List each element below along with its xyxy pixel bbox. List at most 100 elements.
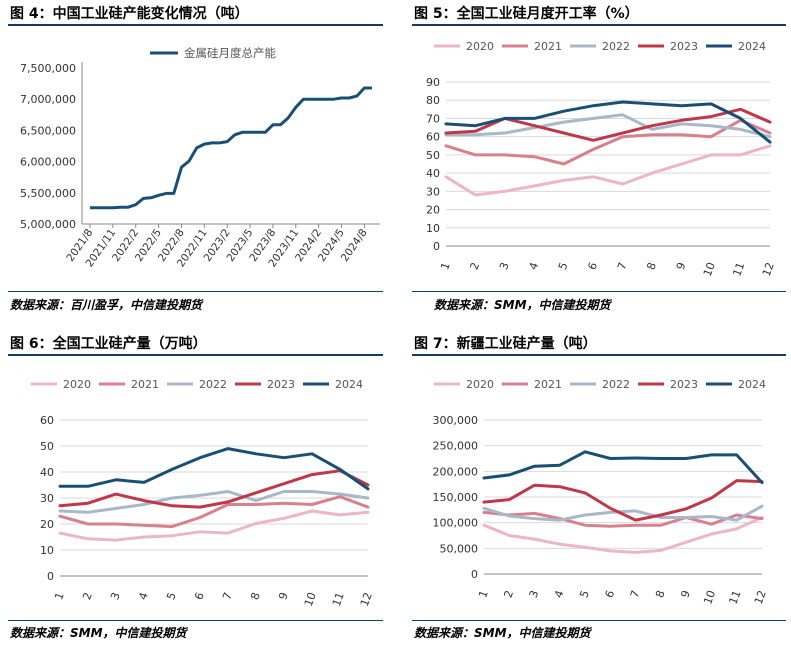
x-tick-label: 5 — [164, 591, 179, 602]
x-tick-label: 10 — [701, 261, 718, 279]
x-tick-label: 4 — [527, 261, 542, 272]
series-line-2020 — [444, 144, 772, 197]
y-tick-label: 50 — [40, 440, 54, 453]
legend-label-2020: 2020 — [466, 40, 494, 53]
legend-label-2020: 2020 — [466, 378, 494, 391]
legend-label-2024: 2024 — [738, 378, 766, 391]
x-tick-label: 11 — [330, 591, 347, 609]
y-tick-label: 40 — [426, 167, 440, 180]
x-tick-label: 4 — [552, 589, 567, 600]
y-tick-label: 150,000 — [433, 491, 479, 504]
y-tick-label: 50 — [426, 149, 440, 162]
panel-figure-6: 图 6：全国工业硅产量（万吨） 0 10 20 30 40 50 60 1 2 3 4 5 6 7 8 9 10… — [8, 330, 386, 645]
series-line-2024 — [482, 450, 764, 485]
y-tick-label: 100,000 — [433, 517, 479, 530]
x-tick-label: 4 — [136, 591, 151, 602]
x-tick-label: 12 — [752, 589, 769, 607]
x-tick-label: 2 — [468, 261, 483, 272]
legend-label-2021: 2021 — [534, 378, 562, 391]
y-tick-label: 20 — [426, 204, 440, 217]
x-tick-label: 8 — [653, 589, 668, 600]
series-line-capacity — [90, 86, 372, 210]
figure-7-source: 数据来源：SMM，中信建投期货 — [414, 626, 591, 640]
x-tick-label: 9 — [276, 591, 291, 602]
x-tick-label: 12 — [358, 591, 375, 609]
y-tick-label: 60 — [426, 131, 440, 144]
figure-4-bottom-rule — [8, 291, 383, 292]
y-tick-label: 0 — [47, 570, 54, 583]
y-tick-label: 40 — [40, 466, 54, 479]
y-tick-label: 250,000 — [433, 440, 479, 453]
figure-4-chart: 5,000,000 5,500,000 6,000,000 6,500,000 7,00… — [20, 46, 380, 269]
y-tick-label: 7,000,000 — [20, 93, 76, 106]
figure-7-top-rule — [412, 354, 786, 356]
legend-label-2024: 2024 — [738, 40, 766, 53]
legend-label-2022: 2022 — [602, 40, 630, 53]
y-tick-label: 30 — [426, 185, 440, 198]
x-tick-label: 1 — [438, 261, 453, 272]
x-tick-label: 3 — [527, 589, 542, 600]
legend-label-2023: 2023 — [670, 378, 698, 391]
x-tick-label: 8 — [644, 261, 659, 272]
series-line-2024 — [58, 447, 370, 491]
y-tick-label: 80 — [426, 94, 440, 107]
series-line-2020 — [58, 509, 370, 542]
y-tick-label: 60 — [40, 414, 54, 427]
x-tick-label: 9 — [674, 261, 689, 272]
y-tick-label: 10 — [426, 222, 440, 235]
x-tick-label: 8 — [248, 591, 263, 602]
x-tick-label: 6 — [603, 589, 618, 600]
figure-5-bottom-rule — [412, 291, 786, 292]
y-tick-label: 7,500,000 — [20, 62, 76, 75]
figure-5-source: 数据来源：SMM，中信建投期货 — [434, 298, 611, 312]
series-line-2022 — [58, 490, 370, 514]
series-line-2023 — [58, 469, 370, 509]
legend-label-2021: 2021 — [534, 40, 562, 53]
series-line-2021 — [482, 510, 764, 528]
figure-7-chart: 0 50,000 100,000 150,000 200,000 250,000 300,0… — [433, 378, 769, 607]
y-tick-label: 0 — [433, 240, 440, 253]
x-tick-label: 11 — [730, 261, 747, 279]
legend-label-2024: 2024 — [335, 378, 363, 391]
panel-figure-5: 图 5：全国工业硅月度开工率（%） 0 10 20 30 40 50 60 70 80 90 1 2 3… — [412, 0, 788, 320]
x-tick-label: 10 — [701, 589, 718, 607]
y-tick-label: 5,500,000 — [20, 187, 76, 200]
y-tick-label: 70 — [426, 112, 440, 125]
y-tick-label: 50,000 — [440, 542, 479, 555]
legend-label-capacity: 金属硅月度总产能 — [184, 46, 276, 60]
x-tick-label: 6 — [585, 261, 600, 272]
series-line-2022 — [482, 504, 764, 522]
legend-label-2023: 2023 — [267, 378, 295, 391]
series-line-2023 — [482, 479, 764, 522]
figure-5-top-rule — [412, 24, 786, 26]
figure-7-bottom-rule — [412, 620, 786, 621]
panel-figure-4: 图 4：中国工业硅产能变化情况（吨） 5,000,000 5,500,000 6,0… — [8, 0, 386, 320]
y-tick-label: 6,000,000 — [20, 156, 76, 169]
series-line-2020 — [482, 516, 764, 554]
panel-figure-7: 图 7：新疆工业硅产量（吨） 0 50,000 100,000 150,000 200,… — [412, 330, 788, 645]
series-line-2023 — [444, 107, 772, 142]
figure-5-title: 图 5：全国工业硅月度开工率（%） — [414, 6, 639, 22]
legend-label-2022: 2022 — [602, 378, 630, 391]
figure-7-title: 图 7：新疆工业硅产量（吨） — [414, 336, 597, 352]
y-tick-label: 5,000,000 — [20, 218, 76, 231]
y-tick-label: 300,000 — [433, 414, 479, 427]
figure-4-title: 图 4：中国工业硅产能变化情况（吨） — [10, 6, 249, 22]
x-tick-label: 10 — [302, 591, 319, 609]
figure-6-top-rule — [8, 354, 383, 356]
y-tick-label: 30 — [40, 492, 54, 505]
series-line-2022 — [444, 113, 772, 139]
series-line-2021 — [58, 495, 370, 529]
series-line-2024 — [444, 100, 772, 144]
y-tick-label: 10 — [40, 544, 54, 557]
figure-6-source: 数据来源：SMM，中信建投期货 — [10, 626, 187, 640]
series-line-2021 — [444, 118, 772, 166]
x-tick-label: 5 — [577, 589, 592, 600]
legend-label-2021: 2021 — [131, 378, 159, 391]
figure-4-top-rule — [8, 24, 383, 26]
x-tick-label: 2 — [501, 589, 516, 600]
legend-label-2020: 2020 — [63, 378, 91, 391]
x-tick-label: 7 — [615, 261, 630, 272]
